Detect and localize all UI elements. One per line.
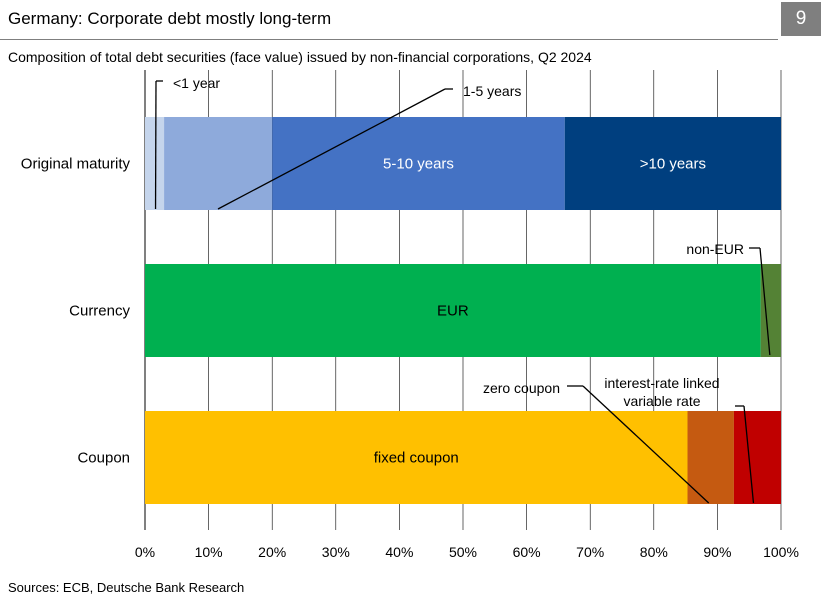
callout-leader: [759, 247, 771, 356]
category-label: Coupon: [77, 450, 130, 467]
bar-segment: [564, 117, 781, 210]
x-tick-label: 70%: [576, 544, 604, 560]
bar-segment: [145, 411, 688, 504]
x-tick-label: 100%: [763, 544, 799, 560]
title-divider: [0, 39, 778, 40]
x-tick-label: 20%: [258, 544, 286, 560]
x-tick-label: 60%: [513, 544, 541, 560]
x-tick-label: 80%: [640, 544, 668, 560]
callout-label: variable rate: [623, 393, 700, 409]
bar-segment: [760, 264, 781, 357]
x-tick-label: 0%: [135, 544, 155, 560]
bar-segment: [145, 117, 165, 210]
callout-label: 1-5 years: [463, 83, 521, 99]
callout-leader: [743, 405, 755, 504]
callout-leader: [582, 385, 710, 504]
x-tick-label: 30%: [322, 544, 350, 560]
x-tick-label: 90%: [703, 544, 731, 560]
callout-label: <1 year: [173, 75, 220, 91]
callout-label: interest-rate linked: [604, 375, 719, 391]
bar-segment: [687, 411, 734, 504]
bar-segment-label: EUR: [437, 303, 469, 320]
bar-segment: [145, 264, 761, 357]
page-title: Germany: Corporate debt mostly long-term: [8, 9, 332, 28]
bar-segment-label: >10 years: [640, 156, 706, 173]
bar-segment: [164, 117, 273, 210]
title-bar: Germany: Corporate debt mostly long-term…: [0, 0, 826, 40]
source-note: Sources: ECB, Deutsche Bank Research: [8, 580, 245, 595]
x-tick-label: 50%: [449, 544, 477, 560]
callout-label: zero coupon: [483, 380, 560, 396]
category-label: Original maturity: [21, 156, 131, 173]
category-label: Currency: [69, 303, 130, 320]
bar-segment: [272, 117, 565, 210]
x-tick-label: 10%: [195, 544, 223, 560]
x-tick-label: 40%: [385, 544, 413, 560]
callout-label: non-EUR: [686, 241, 744, 257]
chart-subtitle: Composition of total debt securities (fa…: [8, 49, 592, 65]
bar-segment-label: fixed coupon: [374, 450, 459, 467]
bar-segment: [733, 411, 781, 504]
callout-leader: [217, 88, 446, 210]
page-number-badge: 9: [781, 2, 821, 36]
bar-segment-label: 5-10 years: [383, 156, 454, 173]
